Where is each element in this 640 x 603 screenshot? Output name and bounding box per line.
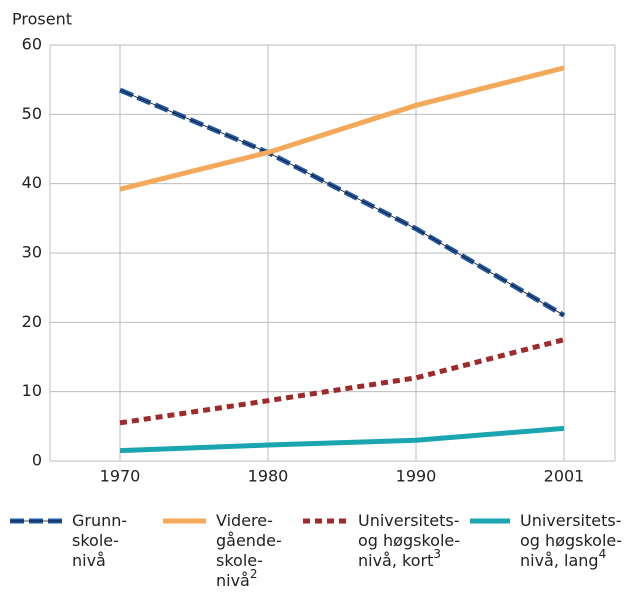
y-tick-label: 60: [22, 35, 42, 54]
y-tick-label: 0: [32, 451, 42, 470]
legend-label: Universitets-og høgskole-nivå, lang4: [520, 511, 622, 570]
y-tick-label: 40: [22, 173, 42, 192]
legend-footnote: 2: [250, 567, 258, 581]
y-tick-label: 20: [22, 312, 42, 331]
series-line-core: [119, 89, 565, 316]
y-tick-label: 50: [22, 104, 42, 123]
x-tick-label: 1970: [100, 467, 141, 486]
x-tick-label: 2001: [544, 467, 585, 486]
legend-name: Grunn-skole-nivå: [72, 511, 127, 570]
y-tick-label: 10: [22, 381, 42, 400]
legend-footnote: 4: [599, 547, 607, 561]
legend-name: Universitets-og høgskole-nivå, lang: [520, 511, 622, 570]
series-line: [119, 65, 565, 192]
legend-name: Videre-gående-skole-nivå: [216, 511, 282, 590]
legend-label: Videre-gående-skole-nivå2: [216, 511, 282, 590]
legend-name: Universitets-og høgskole-nivå, kort: [358, 511, 460, 570]
legend-label: Universitets-og høgskole-nivå, kort3: [358, 511, 460, 570]
legend-footnote: 3: [433, 547, 441, 561]
series-line: [119, 425, 565, 454]
x-tick-label: 1990: [396, 467, 437, 486]
legend-label: Grunn-skole-nivå: [72, 511, 127, 570]
y-axis-label: Prosent: [12, 10, 72, 29]
x-tick-label: 1980: [248, 467, 289, 486]
y-tick-label: 30: [22, 243, 42, 262]
series-line: [119, 337, 565, 426]
series-line: [119, 87, 566, 318]
